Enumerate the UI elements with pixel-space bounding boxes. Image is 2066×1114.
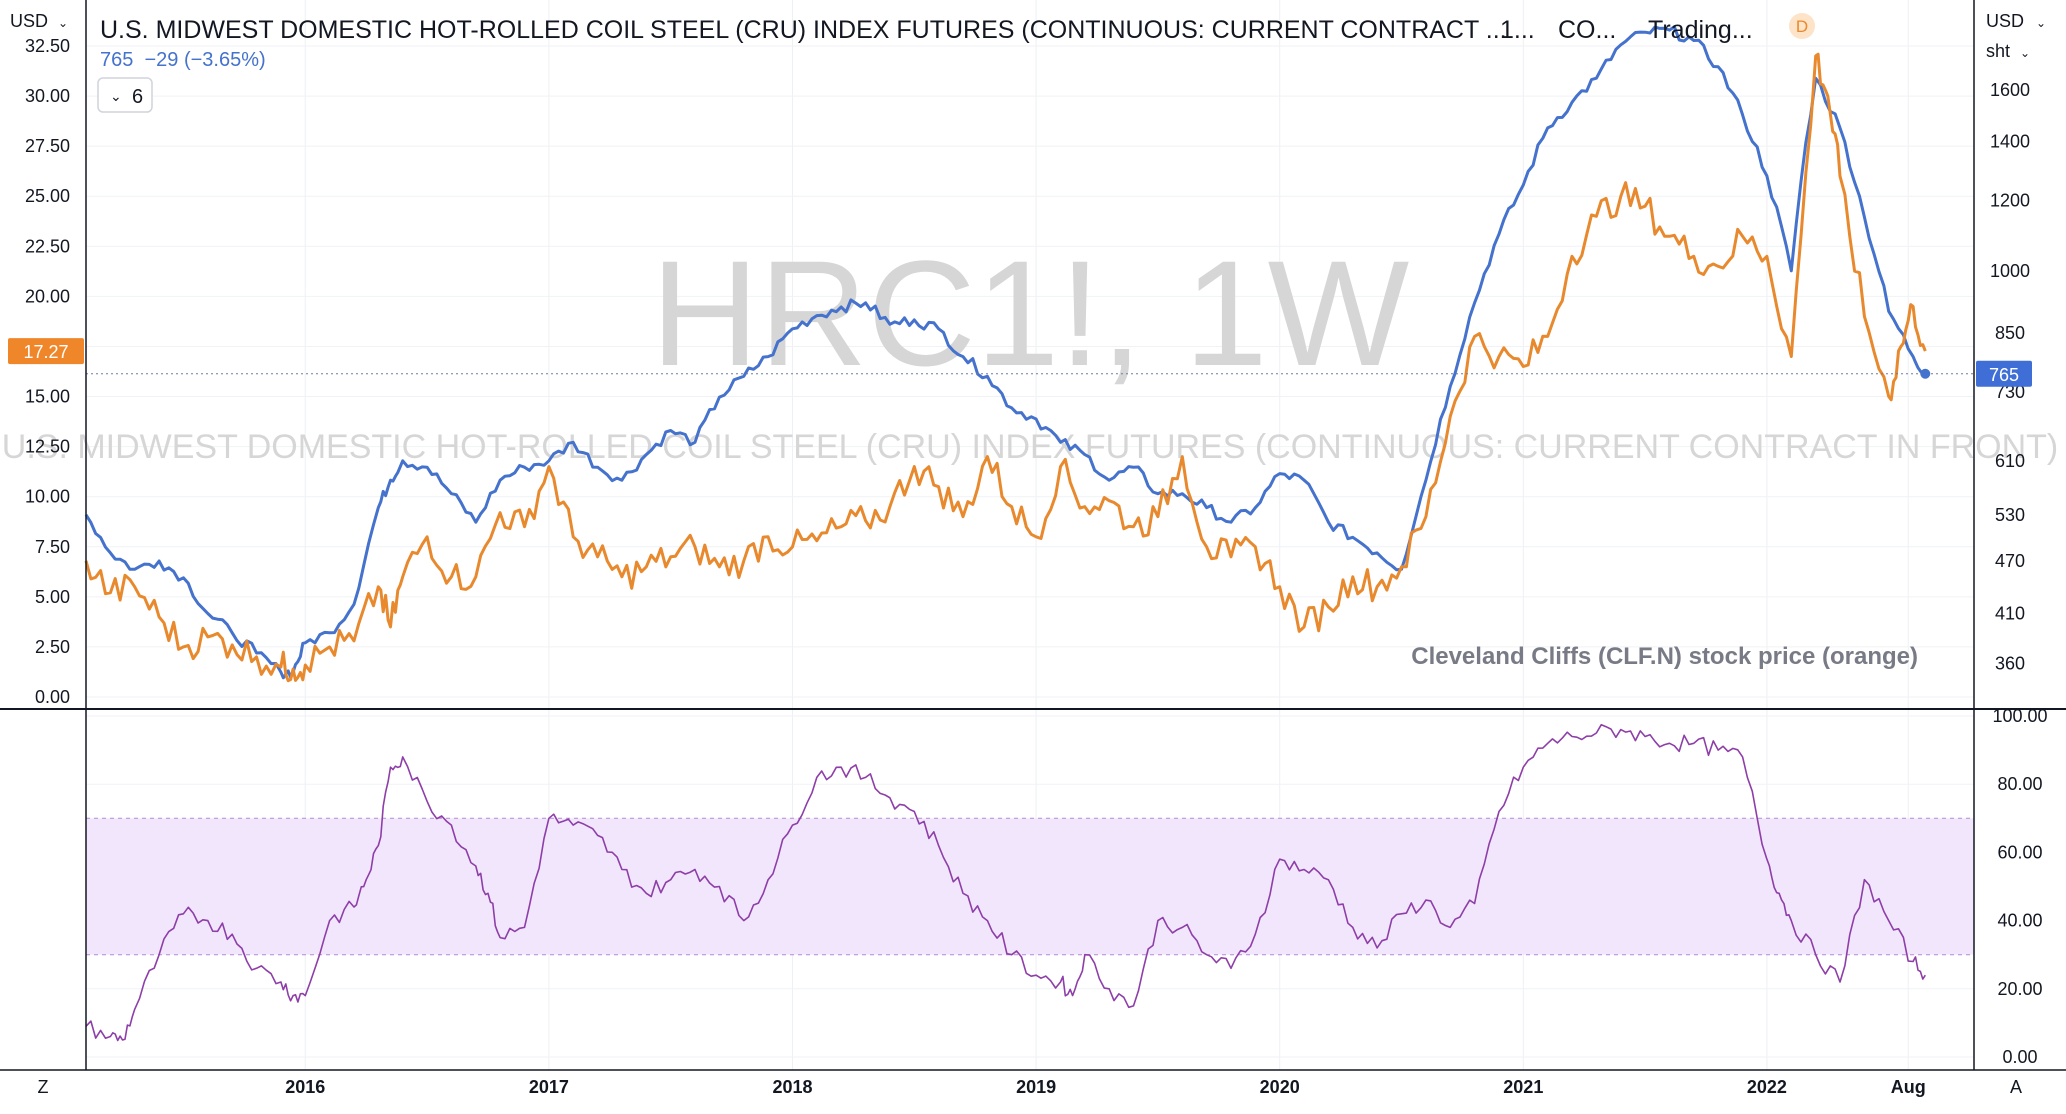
time-axis[interactable]: 2016 2017 2018 2019 2020 2021 2022 Aug: [285, 1077, 1925, 1097]
rsi-tick-label: 80.00: [1997, 774, 2042, 794]
svg-text:Z: Z: [38, 1077, 49, 1097]
main-pane[interactable]: [86, 0, 1974, 708]
left-price-badge: 17.27: [8, 338, 84, 365]
left-tick-label: 5.00: [35, 587, 70, 607]
x-tick-label-2016: 2016: [285, 1077, 325, 1097]
x-tick-label-2018: 2018: [772, 1077, 812, 1097]
last-price-dot: [1920, 368, 1931, 379]
left-price-badge-text: 17.27: [23, 342, 68, 362]
svg-text:A: A: [2010, 1077, 2022, 1097]
x-tick-label-Aug: Aug: [1891, 1077, 1926, 1097]
price-change-line: 765 −29 (−3.65%): [100, 49, 266, 71]
right-price-badge-text: 765: [1989, 365, 2019, 385]
rsi-tick-label: 60.00: [1997, 842, 2042, 862]
right-tick-label: 1200: [1990, 191, 2030, 211]
right-tick-label: 730: [1995, 382, 2025, 402]
left-tick-label: 25.00: [25, 186, 70, 206]
right-tick-label: 360: [1995, 654, 2025, 674]
x-tick-label-2021: 2021: [1503, 1077, 1543, 1097]
right-tick-label: 1600: [1990, 80, 2030, 100]
left-tick-label: 27.50: [25, 136, 70, 156]
right-tick-label: 410: [1995, 604, 2025, 624]
annotation-text: Cleveland Cliffs (CLF.N) stock price (or…: [1411, 643, 1918, 670]
left-currency-chevron-icon[interactable]: ⌄: [58, 16, 68, 30]
left-tick-label: 2.50: [35, 637, 70, 657]
right-tick-label: 610: [1995, 451, 2025, 471]
d-badge-icon[interactable]: [1789, 13, 1815, 39]
corner-button-z[interactable]: Z: [38, 1077, 49, 1097]
left-tick-label: 22.50: [25, 236, 70, 256]
x-tick-label-2022: 2022: [1747, 1077, 1787, 1097]
rsi-tick-label: 100.00: [1992, 706, 2047, 726]
left-tick-label: 10.00: [25, 487, 70, 507]
d-badge-text: D: [1796, 17, 1808, 36]
x-tick-label-2017: 2017: [529, 1077, 569, 1097]
left-tick-label: 0.00: [35, 687, 70, 707]
left-tick-label: 30.00: [25, 86, 70, 106]
rsi-axis[interactable]: 0.00 20.00 40.00 60.00 80.00 100.00: [1992, 706, 2047, 1067]
rsi-tick-label: 0.00: [2002, 1047, 2037, 1067]
rsi-line[interactable]: [85, 723, 1926, 1042]
right-tick-label: 1400: [1990, 131, 2030, 151]
chart-exchange[interactable]: CO...: [1558, 16, 1616, 44]
collapse-count: 6: [132, 86, 143, 108]
right-tick-label: 530: [1995, 505, 2025, 525]
right-currency-chevron-icon[interactable]: ⌄: [2036, 16, 2046, 30]
left-tick-label: 12.50: [25, 437, 70, 457]
right-price-badge: 765: [1976, 360, 2032, 387]
rsi-tick-label: 40.00: [1997, 911, 2042, 931]
rsi-tick-label: 20.00: [1997, 979, 2042, 999]
clf-stock-line[interactable]: [84, 52, 1927, 683]
chart-title[interactable]: U.S. MIDWEST DOMESTIC HOT-ROLLED COIL ST…: [100, 16, 1507, 44]
left-tick-label: 15.00: [25, 387, 70, 407]
right-tick-label: 1000: [1990, 261, 2030, 281]
chevron-down-icon: ⌄: [110, 88, 122, 104]
right-price-axis[interactable]: 360 410 470 530 610 730 850 1000 1200 1400 1600: [1990, 80, 2030, 673]
left-tick-label: 32.50: [25, 36, 70, 56]
chart-interval[interactable]: 1...: [1500, 16, 1535, 44]
corner-button-a[interactable]: A: [2010, 1077, 2022, 1097]
right-currency-label[interactable]: USD: [1986, 11, 2024, 31]
x-tick-label-2019: 2019: [1016, 1077, 1056, 1097]
description-watermark: U.S. MIDWEST DOMESTIC HOT-ROLLED COIL ST…: [2, 428, 2058, 466]
hrc-futures-line[interactable]: [84, 25, 1926, 680]
right-unit-label[interactable]: sht: [1986, 41, 2010, 61]
right-tick-label: 850: [1995, 323, 2025, 343]
left-price-axis[interactable]: 0.002.505.007.5010.0012.5015.0017.5020.0…: [25, 36, 70, 707]
left-currency-label[interactable]: USD: [10, 11, 48, 31]
x-tick-label-2020: 2020: [1260, 1077, 1300, 1097]
collapse-indicators-button[interactable]: ⌄ 6: [97, 77, 153, 113]
rsi-band: [86, 818, 1974, 955]
chart-source[interactable]: Trading...: [1648, 16, 1753, 44]
symbol-watermark: HRC1!, 1W: [651, 229, 1410, 397]
right-unit-chevron-icon[interactable]: ⌄: [2020, 46, 2030, 60]
left-tick-label: 20.00: [25, 286, 70, 306]
left-tick-label: 7.50: [35, 537, 70, 557]
right-tick-label: 470: [1995, 551, 2025, 571]
